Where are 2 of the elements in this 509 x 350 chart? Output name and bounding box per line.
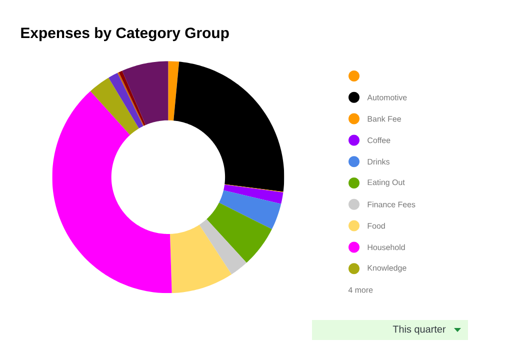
chart-title: Expenses by Category Group <box>21 27 229 42</box>
text: This quarter <box>392 325 446 335</box>
